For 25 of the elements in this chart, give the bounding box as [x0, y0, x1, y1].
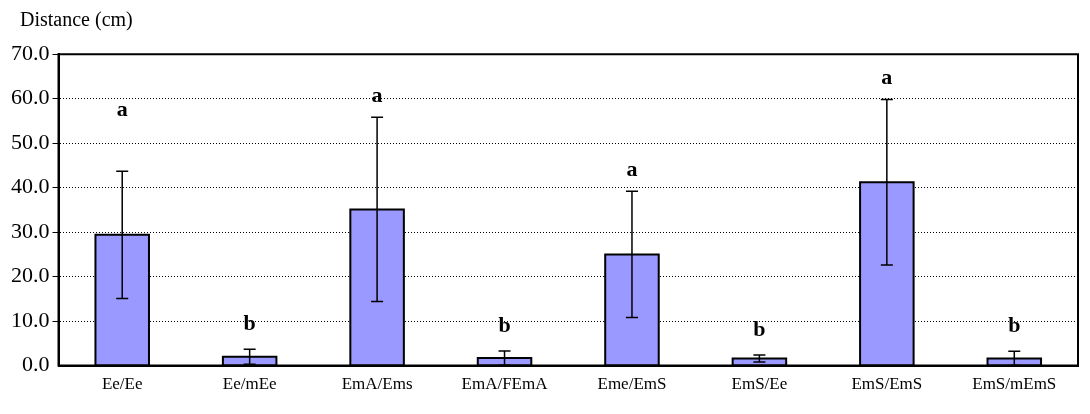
x-tick-label: Ee/mEe	[222, 374, 277, 394]
annotation: b	[1008, 312, 1021, 338]
x-tick-label: Ee/Ee	[101, 374, 143, 394]
x-tick-label: EmA/FEmA	[461, 374, 549, 394]
x-tick-label: EmS/EmS	[851, 374, 923, 394]
x-tick-label: Eme/EmS	[597, 374, 667, 394]
annotation: a	[881, 64, 893, 90]
y-tick-label: 10.0	[11, 306, 50, 332]
annotation: b	[498, 311, 511, 337]
annotation: b	[243, 309, 256, 335]
y-tick-label: 60.0	[11, 84, 50, 110]
y-tick-label: 30.0	[11, 217, 50, 243]
y-axis-title: Distance (cm)	[19, 8, 134, 33]
x-tick-label: EmA/Ems	[341, 374, 413, 394]
x-tick-label: EmS/mEmS	[972, 374, 1057, 394]
annotation: a	[116, 95, 128, 121]
annotation: a	[371, 82, 383, 108]
y-tick-label: 70.0	[11, 39, 50, 65]
annotation: b	[753, 315, 766, 341]
y-tick-label: 40.0	[11, 173, 50, 199]
x-tick-label: EmS/Ee	[731, 374, 788, 394]
annotation: a	[626, 155, 638, 181]
y-tick-label: 0.0	[22, 351, 50, 377]
y-tick-label: 20.0	[11, 262, 50, 288]
y-tick-label: 50.0	[11, 128, 50, 154]
